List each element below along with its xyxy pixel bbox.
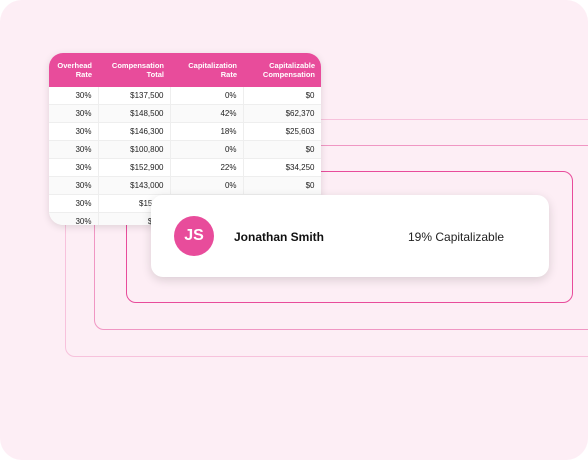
table-cell: 30% [49,194,99,213]
column-header: Overhead Rate [49,53,98,87]
column-header: Capitalization Rate [170,53,243,87]
table-row: 30% $137,500 0% $0 [49,87,321,105]
table-cell: 0% [170,176,244,195]
employee-name: Jonathan Smith [234,230,325,244]
table-cell: $137,500 [98,87,171,105]
table-cell: 30% [49,122,99,141]
header-row: Overhead Rate Compensation Total Capitaliz… [49,53,321,87]
table-cell: $62,370 [243,104,321,123]
table-cell: 0% [170,140,244,159]
frame-outline [126,171,573,303]
table-row: 30% $146,300 18% $25,603 [49,122,321,141]
table-row: 30% $152,900 22% $34,250 [49,158,321,177]
table-cell: $152,900 [98,158,171,177]
capitalization-status: 19% Capitalizable [408,230,505,244]
column-header: Capitalizable Compensation [243,53,321,87]
avatar: JS [174,216,214,256]
table-cell: $148,500 [98,104,171,123]
table-cell: $34,250 [243,158,321,177]
table-cell: $0 [243,176,321,195]
table-cell: 30% [49,87,99,105]
table-cell: $25,603 [243,122,321,141]
employee-card: JS Jonathan Smith 19% Capitalizable [151,195,549,277]
table-cell: 42% [170,104,244,123]
table-cell: 30% [49,158,99,177]
table-cell: $143,000 [98,176,171,195]
table-cell: 22% [170,158,244,177]
table-cell: $0 [243,140,321,159]
table-row: 30% $148,500 42% $62,370 [49,104,321,123]
table-row: 30% $143,000 0% $0 [49,176,321,195]
table-cell: $100,800 [98,140,171,159]
table-row: 30% $100,800 0% $0 [49,140,321,159]
table-cell: 0% [170,87,244,105]
column-header: Compensation Total [98,53,170,87]
table-cell: 30% [49,140,99,159]
table-cell: 30% [49,212,99,225]
table-cell: $146,300 [98,122,171,141]
table-cell: 18% [170,122,244,141]
frame-outline [65,119,588,357]
table-cell: $0 [243,87,321,105]
table-cell: 30% [49,104,99,123]
frame-outline [94,145,588,330]
table-cell: 30% [49,176,99,195]
